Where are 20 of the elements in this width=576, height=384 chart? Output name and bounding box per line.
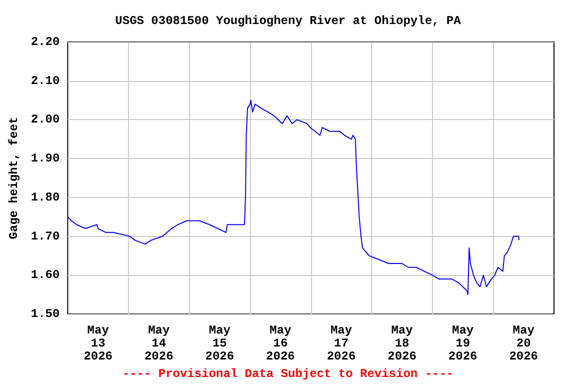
y-tick-label: 1.90 [30, 152, 60, 166]
y-tick-label: 2.10 [30, 74, 60, 88]
x-tick-label: May 13 2026 [84, 324, 113, 364]
line-series [67, 100, 520, 296]
text: ---- Provisional Data Subject to Revision ---- [122, 367, 454, 381]
y-tick-label: 1.70 [30, 229, 60, 244]
y-tick-label: 1.50 [30, 307, 60, 321]
y-tick-label: 2.00 [30, 112, 60, 127]
x-tick-label: May 20 2026 [509, 324, 538, 364]
y-axis-title: Gage height, feet [7, 116, 21, 240]
y-tick-label: 2.20 [30, 35, 60, 49]
y-tick-label: 1.80 [30, 190, 60, 204]
chart-title: USGS 03081500 Youghiogheny River at Ohiopyle, PA [115, 14, 462, 28]
x-tick-label: May 14 2026 [144, 324, 174, 364]
x-tick-label: May 18 2026 [388, 324, 416, 364]
x-tick-label: May 17 2026 [326, 324, 356, 364]
x-tick-label: May 15 2026 [205, 324, 234, 364]
x-tick-label: May 19 2026 [448, 324, 478, 364]
y-tick-label: 1.60 [30, 268, 60, 282]
x-tick-label: May 16 2026 [266, 324, 295, 364]
